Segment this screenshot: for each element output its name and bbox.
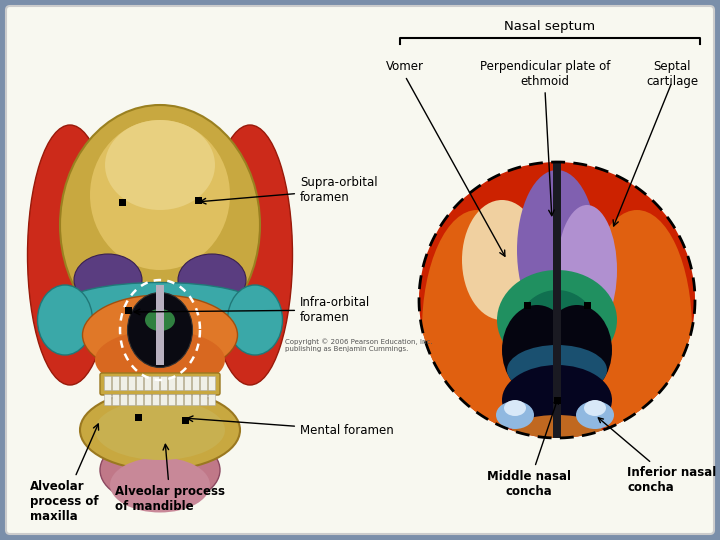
Ellipse shape [127, 293, 192, 368]
Circle shape [419, 162, 695, 438]
Text: Alveolar
process of
maxilla: Alveolar process of maxilla [30, 424, 99, 523]
Ellipse shape [512, 415, 602, 445]
Ellipse shape [584, 400, 606, 416]
Ellipse shape [60, 105, 260, 345]
Ellipse shape [504, 400, 526, 416]
Text: Mental foramen: Mental foramen [187, 416, 394, 436]
Text: Nasal septum: Nasal septum [505, 20, 595, 33]
FancyBboxPatch shape [128, 376, 135, 390]
Ellipse shape [100, 435, 220, 505]
Ellipse shape [178, 254, 246, 306]
Ellipse shape [517, 170, 597, 330]
FancyBboxPatch shape [209, 376, 215, 390]
FancyBboxPatch shape [137, 376, 143, 390]
Text: Middle nasal
concha: Middle nasal concha [487, 399, 571, 498]
Ellipse shape [105, 120, 215, 210]
FancyBboxPatch shape [120, 395, 127, 406]
Bar [583, 301, 590, 308]
FancyBboxPatch shape [161, 376, 168, 390]
Ellipse shape [507, 345, 607, 395]
Text: Inferior nasal
concha: Inferior nasal concha [598, 418, 716, 494]
FancyBboxPatch shape [104, 376, 112, 390]
Ellipse shape [576, 401, 614, 429]
FancyBboxPatch shape [145, 395, 151, 406]
Bar [135, 414, 142, 421]
FancyBboxPatch shape [176, 376, 184, 390]
Ellipse shape [74, 254, 142, 306]
Ellipse shape [37, 285, 92, 355]
FancyBboxPatch shape [100, 373, 220, 395]
Ellipse shape [497, 270, 617, 370]
Ellipse shape [496, 401, 534, 429]
Ellipse shape [422, 210, 532, 450]
FancyBboxPatch shape [104, 395, 112, 406]
FancyBboxPatch shape [168, 376, 176, 390]
Text: Infra-orbital
foramen: Infra-orbital foramen [135, 296, 370, 324]
Bar [553, 162, 561, 438]
FancyBboxPatch shape [112, 395, 120, 406]
FancyBboxPatch shape [184, 395, 192, 406]
FancyBboxPatch shape [192, 395, 199, 406]
Text: Copyright © 2006 Pearson Education, Inc.
publishing as Benjamin Cummings.: Copyright © 2006 Pearson Education, Inc.… [285, 338, 433, 352]
Ellipse shape [80, 390, 240, 470]
FancyBboxPatch shape [161, 395, 168, 406]
FancyBboxPatch shape [153, 376, 160, 390]
FancyBboxPatch shape [6, 6, 714, 534]
FancyBboxPatch shape [176, 395, 184, 406]
FancyBboxPatch shape [120, 376, 127, 390]
Ellipse shape [228, 285, 282, 355]
Text: Septal
cartilage: Septal cartilage [646, 60, 698, 88]
Ellipse shape [502, 305, 572, 395]
FancyBboxPatch shape [168, 395, 176, 406]
Bar [554, 396, 560, 403]
Ellipse shape [502, 365, 612, 435]
Ellipse shape [582, 210, 692, 450]
Ellipse shape [462, 200, 542, 320]
Ellipse shape [145, 309, 175, 331]
FancyBboxPatch shape [209, 395, 215, 406]
Bar [119, 199, 125, 206]
FancyBboxPatch shape [184, 376, 192, 390]
FancyBboxPatch shape [200, 395, 207, 406]
Text: Vomer: Vomer [386, 60, 424, 73]
Ellipse shape [27, 125, 112, 385]
FancyBboxPatch shape [137, 395, 143, 406]
Text: Supra-orbital
foramen: Supra-orbital foramen [200, 176, 377, 204]
FancyBboxPatch shape [153, 395, 160, 406]
Ellipse shape [110, 457, 210, 512]
Ellipse shape [207, 125, 292, 385]
FancyBboxPatch shape [128, 395, 135, 406]
FancyBboxPatch shape [192, 376, 199, 390]
Ellipse shape [83, 295, 238, 375]
Ellipse shape [542, 305, 612, 395]
FancyBboxPatch shape [200, 376, 207, 390]
Bar [156, 285, 164, 365]
Bar [523, 301, 531, 308]
Ellipse shape [557, 205, 617, 335]
Ellipse shape [517, 290, 597, 370]
Ellipse shape [63, 282, 258, 327]
FancyBboxPatch shape [145, 376, 151, 390]
Ellipse shape [95, 400, 225, 460]
Bar [181, 416, 189, 423]
Bar [125, 307, 132, 314]
Ellipse shape [95, 330, 225, 390]
Text: Alveolar process
of mandible: Alveolar process of mandible [115, 444, 225, 513]
Text: Perpendicular plate of
ethmoid: Perpendicular plate of ethmoid [480, 60, 610, 88]
Bar [194, 197, 202, 204]
Ellipse shape [90, 120, 230, 270]
FancyBboxPatch shape [112, 376, 120, 390]
